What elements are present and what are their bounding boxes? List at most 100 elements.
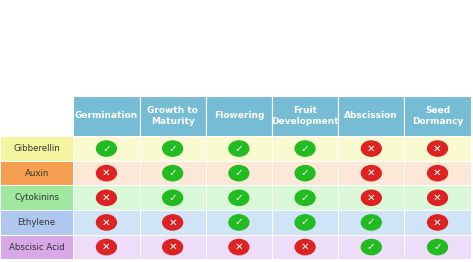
FancyBboxPatch shape: [0, 210, 73, 235]
Ellipse shape: [295, 215, 315, 230]
FancyBboxPatch shape: [0, 185, 73, 210]
FancyBboxPatch shape: [0, 161, 73, 185]
Ellipse shape: [96, 190, 116, 205]
FancyBboxPatch shape: [404, 210, 471, 235]
Text: Growth to
Maturity: Growth to Maturity: [147, 106, 198, 126]
Text: ✕: ✕: [367, 144, 376, 154]
Ellipse shape: [361, 166, 381, 181]
FancyBboxPatch shape: [0, 235, 73, 259]
Text: Ethylene: Ethylene: [18, 218, 56, 227]
Text: ✕: ✕: [433, 193, 442, 203]
FancyBboxPatch shape: [0, 136, 73, 161]
Text: Flowering: Flowering: [214, 111, 264, 121]
Text: Fruit
Development: Fruit Development: [272, 106, 339, 126]
FancyBboxPatch shape: [73, 235, 140, 259]
Ellipse shape: [96, 239, 116, 255]
Ellipse shape: [163, 239, 183, 255]
Text: Auxin: Auxin: [25, 169, 49, 178]
Text: Seed
Dormancy: Seed Dormancy: [412, 106, 463, 126]
FancyBboxPatch shape: [0, 96, 73, 136]
FancyBboxPatch shape: [338, 161, 404, 185]
FancyBboxPatch shape: [272, 235, 338, 259]
Text: Germination: Germination: [75, 111, 138, 121]
FancyBboxPatch shape: [0, 0, 473, 96]
FancyBboxPatch shape: [404, 136, 471, 161]
FancyBboxPatch shape: [73, 161, 140, 185]
Ellipse shape: [295, 141, 315, 156]
FancyBboxPatch shape: [73, 210, 140, 235]
Ellipse shape: [295, 190, 315, 205]
Ellipse shape: [295, 166, 315, 181]
Ellipse shape: [361, 141, 381, 156]
Text: ✕: ✕: [367, 193, 376, 203]
FancyBboxPatch shape: [73, 96, 140, 136]
FancyBboxPatch shape: [140, 235, 206, 259]
Text: ✓: ✓: [433, 242, 442, 252]
Text: ✓: ✓: [301, 193, 309, 203]
Text: ✕: ✕: [301, 242, 309, 252]
FancyBboxPatch shape: [272, 161, 338, 185]
Text: ✕: ✕: [235, 242, 243, 252]
Text: Abscission: Abscission: [344, 111, 398, 121]
Text: Abscisic Acid: Abscisic Acid: [9, 243, 64, 252]
Text: ✓: ✓: [301, 217, 309, 227]
Ellipse shape: [428, 190, 447, 205]
Text: ✕: ✕: [367, 168, 376, 178]
FancyBboxPatch shape: [338, 235, 404, 259]
Text: ✕: ✕: [102, 168, 111, 178]
Text: ✓: ✓: [301, 144, 309, 154]
Ellipse shape: [163, 166, 183, 181]
Text: ✓: ✓: [301, 168, 309, 178]
FancyBboxPatch shape: [206, 185, 272, 210]
Ellipse shape: [428, 141, 447, 156]
FancyBboxPatch shape: [73, 136, 140, 161]
FancyBboxPatch shape: [140, 136, 206, 161]
Text: ✓: ✓: [235, 144, 243, 154]
Text: ✓: ✓: [102, 144, 111, 154]
Ellipse shape: [428, 239, 447, 255]
Text: Gibberellin: Gibberellin: [13, 144, 60, 153]
Text: Cytokinins: Cytokinins: [14, 193, 59, 202]
Text: ✕: ✕: [102, 193, 111, 203]
Ellipse shape: [428, 215, 447, 230]
Ellipse shape: [96, 166, 116, 181]
Ellipse shape: [229, 141, 249, 156]
Text: ✓: ✓: [168, 144, 177, 154]
Text: ✓: ✓: [168, 193, 177, 203]
Ellipse shape: [229, 239, 249, 255]
Ellipse shape: [96, 215, 116, 230]
FancyBboxPatch shape: [338, 210, 404, 235]
FancyBboxPatch shape: [206, 136, 272, 161]
FancyBboxPatch shape: [404, 185, 471, 210]
FancyBboxPatch shape: [272, 210, 338, 235]
Ellipse shape: [229, 190, 249, 205]
Text: ✕: ✕: [168, 242, 177, 252]
FancyBboxPatch shape: [206, 235, 272, 259]
FancyBboxPatch shape: [272, 96, 338, 136]
Ellipse shape: [163, 141, 183, 156]
FancyBboxPatch shape: [404, 161, 471, 185]
Ellipse shape: [229, 215, 249, 230]
FancyBboxPatch shape: [206, 161, 272, 185]
Ellipse shape: [163, 215, 183, 230]
FancyBboxPatch shape: [140, 185, 206, 210]
FancyBboxPatch shape: [338, 136, 404, 161]
Ellipse shape: [229, 166, 249, 181]
FancyBboxPatch shape: [140, 210, 206, 235]
Text: ✕: ✕: [433, 217, 442, 227]
Text: ✓: ✓: [235, 193, 243, 203]
FancyBboxPatch shape: [140, 161, 206, 185]
FancyBboxPatch shape: [206, 96, 272, 136]
Ellipse shape: [361, 190, 381, 205]
FancyBboxPatch shape: [272, 185, 338, 210]
Text: ✓: ✓: [235, 168, 243, 178]
Ellipse shape: [163, 190, 183, 205]
Text: ✕: ✕: [433, 168, 442, 178]
Text: ✕: ✕: [102, 242, 111, 252]
Text: ✓: ✓: [168, 168, 177, 178]
Ellipse shape: [361, 215, 381, 230]
Text: ✕: ✕: [102, 217, 111, 227]
FancyBboxPatch shape: [338, 185, 404, 210]
FancyBboxPatch shape: [338, 96, 404, 136]
FancyBboxPatch shape: [404, 96, 471, 136]
